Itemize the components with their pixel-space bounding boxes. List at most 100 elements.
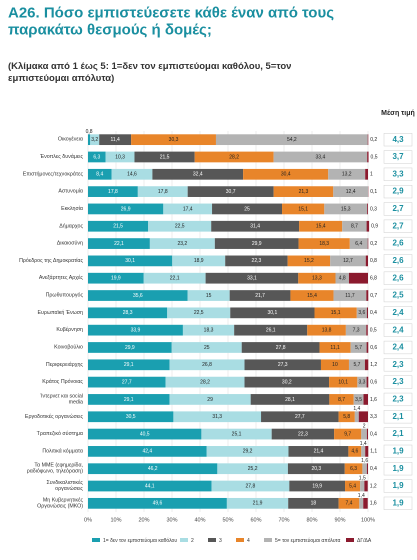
value-label: 0,2 (370, 241, 377, 247)
mean-value: 1,9 (392, 446, 404, 455)
x-tick-label: 0% (84, 517, 92, 523)
bar-segment (367, 377, 369, 388)
x-tick-label: 10% (110, 517, 121, 523)
value-label: 27,7 (295, 414, 305, 420)
value-label: 33,4 (316, 154, 326, 160)
value-label: 1,4 (358, 493, 365, 499)
value-label: 1,2 (370, 483, 377, 489)
category-label: Αστυνομία (58, 189, 83, 195)
bar-segment (367, 429, 368, 440)
value-label: 5,7 (353, 362, 360, 368)
mean-value: 2,5 (392, 291, 404, 300)
value-label: 0,9 (371, 224, 378, 230)
bar-segment (367, 342, 369, 353)
legend-label: 1= δεν τον εμπιστεύομαι καθόλου (103, 537, 177, 544)
x-tick-label: 60% (250, 517, 261, 523)
bar-segment (349, 273, 368, 284)
bar-segment (359, 498, 363, 509)
mean-value: 2,6 (392, 239, 404, 248)
value-label: 11,1 (330, 345, 340, 351)
value-label: 13,2 (342, 172, 352, 178)
value-label: 22,5 (194, 310, 204, 316)
value-label: 28,3 (123, 310, 133, 316)
value-label: 17,8 (108, 189, 118, 195)
mean-value: 1,9 (392, 464, 404, 473)
value-label: 30,2 (282, 379, 292, 385)
value-label: 6,3 (350, 466, 357, 472)
value-label: 8,7 (338, 397, 345, 403)
mean-value: 2,4 (392, 325, 404, 334)
category-label: Οικογένεια (58, 136, 83, 143)
category-label: Εκκλησία (61, 206, 83, 212)
value-label: 28,2 (200, 379, 210, 385)
bar-segment (365, 359, 368, 370)
bar-segment (355, 411, 359, 422)
bar-segment (367, 463, 368, 474)
value-label: 22,5 (175, 224, 185, 230)
value-label: 0,4 (370, 466, 377, 472)
legend-swatch (236, 538, 244, 542)
value-label: 22,3 (298, 431, 308, 437)
value-label: 2 (363, 424, 366, 430)
value-label: 6,4 (355, 241, 362, 247)
x-tick-label: 40% (194, 517, 205, 523)
value-label: 3,6 (358, 310, 365, 316)
value-label: 0,4 (370, 431, 377, 437)
value-label: 18,9 (194, 258, 204, 264)
category-label: Πρωθυπουργός (46, 292, 84, 299)
value-label: 1,6 (370, 397, 377, 403)
bar-segment (367, 204, 368, 215)
value-label: 44,1 (145, 483, 155, 489)
value-label: 25 (204, 345, 210, 351)
value-label: 1,2 (370, 362, 377, 368)
bar-segment (365, 169, 368, 180)
value-label: 19,9 (111, 276, 121, 282)
value-label: 22,1 (114, 241, 124, 247)
bar-segment (367, 152, 368, 163)
value-label: 12,7 (343, 258, 353, 264)
value-label: 6,3 (93, 154, 100, 160)
category-label: Ανεξάρτητες Αρχές (39, 275, 84, 282)
category-label: Δικαιοσύνη (57, 240, 83, 247)
category-label: Ένοπλες δυνάμεις (39, 153, 84, 160)
value-label: 21,4 (314, 449, 324, 455)
category-label: Κυβέρνηση (56, 327, 83, 334)
value-label: 30,1 (268, 310, 278, 316)
value-label: 25,1 (232, 431, 242, 437)
mean-value: 2,6 (392, 273, 404, 282)
category-label: Κοινοβούλιο (54, 344, 83, 351)
value-label: 54,2 (287, 137, 297, 143)
value-label: 0,4 (370, 310, 377, 316)
value-label: 0,6 (370, 379, 377, 385)
mean-value: 2,7 (392, 221, 404, 230)
x-tick-label: 100% (361, 517, 375, 523)
value-label: 18,3 (204, 327, 214, 333)
value-label: 30,3 (169, 137, 179, 143)
value-label: 18,3 (319, 241, 329, 247)
value-label: 30,1 (125, 258, 135, 264)
mean-value: 2,1 (392, 412, 404, 421)
value-label: 0,5 (371, 154, 378, 160)
value-label: 4,8 (339, 276, 346, 282)
value-label: 33,9 (131, 327, 141, 333)
category-label: Δήμαρχος (59, 223, 83, 230)
value-label: 1,4 (353, 406, 360, 412)
value-label: 15,3 (341, 206, 351, 212)
value-label: 26,9 (121, 206, 131, 212)
value-label: 15,1 (331, 310, 341, 316)
bar-segment (366, 325, 367, 336)
legend-label: 2 (191, 538, 194, 544)
legend-swatch (208, 538, 216, 542)
bar-segment (359, 411, 368, 422)
mean-value: 1,9 (392, 498, 404, 507)
value-label: 15,4 (316, 224, 326, 230)
mean-value: 4,3 (392, 135, 404, 144)
mean-value: 2,9 (392, 187, 404, 196)
value-label: 0,8 (370, 258, 377, 264)
value-label: 25 (244, 206, 250, 212)
value-label: 13,8 (322, 327, 332, 333)
value-label: 1,1 (370, 449, 377, 455)
value-label: 5,4 (349, 483, 356, 489)
bar-segment (366, 290, 368, 301)
